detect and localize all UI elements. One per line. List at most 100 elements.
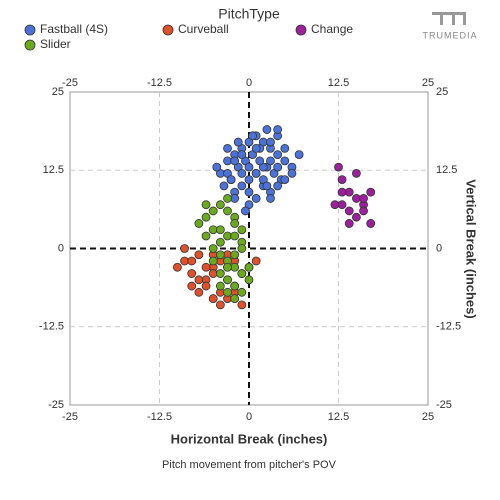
point <box>201 200 211 210</box>
legend-label: Fastball (4S) <box>40 22 108 36</box>
point <box>237 269 247 278</box>
point <box>212 162 222 172</box>
y-tick-label: 0 <box>58 242 64 254</box>
point <box>244 275 254 285</box>
point <box>337 187 347 197</box>
point <box>187 256 197 266</box>
point <box>215 200 225 210</box>
x-tick-label-top: 12.5 <box>328 77 349 89</box>
point <box>280 143 290 153</box>
legend-marker <box>24 39 36 51</box>
point <box>337 175 347 185</box>
point <box>230 281 240 291</box>
point <box>201 212 211 222</box>
point <box>208 206 218 216</box>
point <box>366 219 376 228</box>
point <box>230 231 240 241</box>
point <box>273 125 283 134</box>
point <box>287 168 297 178</box>
point <box>208 256 218 266</box>
caption: Pitch movement from pitcher's POV <box>162 459 337 471</box>
point <box>251 168 261 178</box>
point <box>237 168 247 178</box>
point <box>237 300 247 310</box>
legend-label: Slider <box>40 37 71 51</box>
point <box>230 156 240 166</box>
point <box>262 125 272 134</box>
point <box>201 262 211 272</box>
x-tick-label-top: -12.5 <box>147 77 172 89</box>
x-axis-label: Horizontal Break (inches) <box>171 431 328 446</box>
point <box>208 294 218 303</box>
point <box>273 162 283 172</box>
point <box>215 250 225 260</box>
point <box>334 162 343 172</box>
y-tick-label-right: 12.5 <box>436 164 457 176</box>
y-tick-label: -12.5 <box>39 321 64 333</box>
point <box>266 156 275 166</box>
y-tick-label: 12.5 <box>43 164 64 176</box>
point <box>330 200 340 210</box>
point <box>194 287 204 297</box>
point <box>359 194 368 203</box>
point <box>208 244 218 253</box>
point <box>194 219 204 228</box>
point <box>237 150 247 160</box>
point <box>230 294 240 303</box>
point <box>180 244 189 253</box>
point <box>241 206 250 216</box>
point <box>215 300 225 310</box>
x-tick-label-top: -25 <box>62 77 78 89</box>
legend-marker <box>24 24 36 36</box>
x-tick-label-top: 25 <box>422 77 434 89</box>
point <box>219 181 229 191</box>
x-tick-label: -12.5 <box>147 411 172 423</box>
point <box>273 150 283 160</box>
point <box>201 231 211 241</box>
legend-label: Curveball <box>178 22 229 36</box>
point <box>237 181 247 191</box>
point <box>351 168 361 178</box>
y-tick-label-right: -12.5 <box>436 321 461 333</box>
point <box>344 206 354 216</box>
point <box>233 137 243 147</box>
point <box>255 156 265 166</box>
x-tick-label: -25 <box>62 411 78 423</box>
point <box>248 131 257 141</box>
legend-marker <box>162 24 174 36</box>
point <box>251 194 261 203</box>
point <box>201 281 211 291</box>
point <box>266 194 275 203</box>
y-axis-label: Vertical Break (inches) <box>464 179 479 318</box>
y-tick-label: 25 <box>52 86 64 98</box>
point <box>215 281 225 291</box>
point <box>266 137 275 147</box>
point <box>230 219 240 228</box>
legend-label: Change <box>311 22 353 36</box>
point <box>237 287 247 297</box>
point <box>351 212 361 222</box>
point <box>223 287 232 297</box>
point <box>280 156 290 166</box>
point <box>244 175 254 185</box>
point <box>251 143 261 153</box>
point <box>194 250 204 260</box>
point <box>187 269 197 278</box>
x-tick-label: 0 <box>246 411 252 423</box>
point <box>244 262 254 272</box>
point <box>280 175 290 185</box>
point <box>262 181 272 191</box>
point <box>215 225 225 235</box>
legend-marker <box>295 24 307 36</box>
logo-icon <box>432 12 466 25</box>
point <box>366 187 376 197</box>
point <box>215 237 225 247</box>
point <box>294 150 304 160</box>
point <box>273 181 283 191</box>
point <box>223 206 232 216</box>
point <box>344 219 354 228</box>
point <box>237 225 247 235</box>
point <box>359 206 368 216</box>
y-tick-label-right: 25 <box>436 86 448 98</box>
